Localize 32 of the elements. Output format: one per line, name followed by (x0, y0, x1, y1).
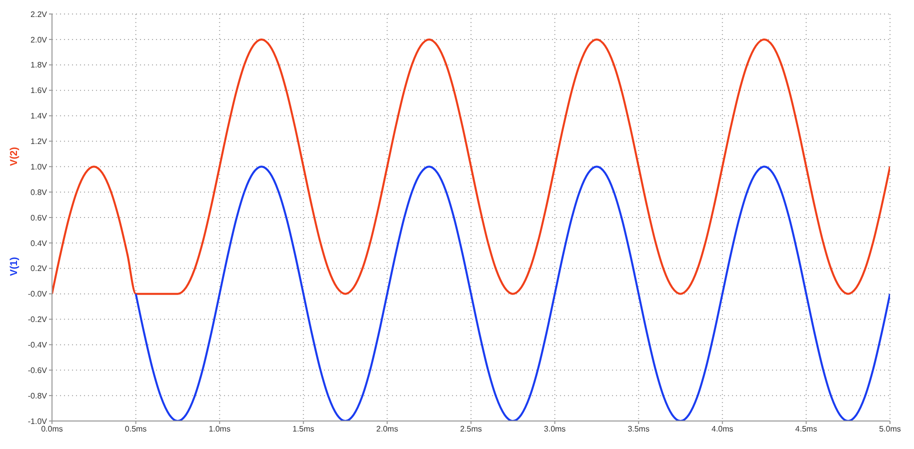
y-tick-label: 2.0V (30, 35, 48, 44)
x-tick-label: 5.0ms (879, 424, 901, 434)
text: V(1) (8, 256, 20, 276)
y-tick-label: 0.4V (30, 238, 48, 248)
x-tick-label: 1.5ms (292, 424, 314, 434)
text: V(2) (8, 146, 20, 166)
line-series (52, 38, 890, 295)
y-tick-label: 1.0V (30, 162, 48, 172)
y-tick-label: 0.6V (30, 213, 48, 222)
x-tick-label: 3.0ms (544, 424, 566, 434)
x-tick-label: 4.5ms (795, 424, 818, 434)
x-tick-label: 3.5ms (628, 424, 650, 434)
y-tick-label: 0.8V (30, 188, 48, 197)
y-tick-label: -0.0V (28, 290, 48, 299)
x-tick-label: 0.5ms (124, 424, 147, 434)
y-tick-label: -0.8V (28, 391, 48, 400)
y-tick-label: 2.2V (30, 10, 48, 19)
y-tick-label: -1.0V (28, 416, 48, 426)
y-tick-label: 1.2V (30, 137, 48, 146)
x-tick-label: 4.0ms (712, 424, 734, 434)
y-tick-label: -0.4V (28, 340, 48, 350)
y-tick-label: 1.4V (30, 112, 48, 121)
y-tick-label: 0.2V (30, 264, 48, 274)
x-tick-label: 2.0ms (376, 424, 398, 434)
line-series (134, 166, 890, 421)
x-tick-label: 0.0ms (41, 424, 63, 434)
y-tick-label: -0.2V (28, 315, 48, 324)
y-tick-label: 1.6V (30, 86, 48, 96)
x-tick-label: 1.0ms (208, 424, 230, 434)
x-tick-label: 2.5ms (460, 424, 482, 434)
y-tick-label: 1.8V (30, 60, 48, 70)
y-tick-label: -0.6V (28, 366, 48, 375)
